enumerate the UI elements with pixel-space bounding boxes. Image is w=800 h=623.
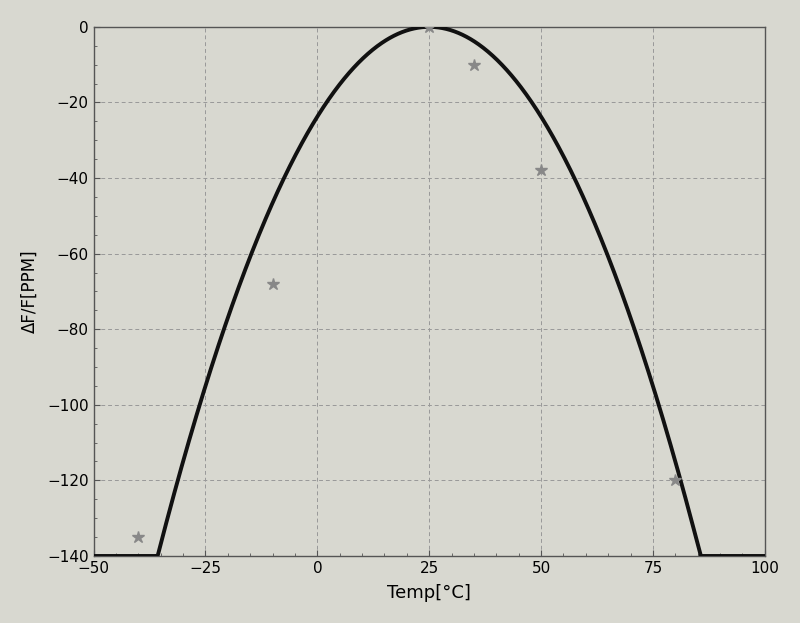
Y-axis label: ΔF/F[PPM]: ΔF/F[PPM]: [21, 250, 39, 333]
X-axis label: Temp[°C]: Temp[°C]: [387, 584, 471, 602]
